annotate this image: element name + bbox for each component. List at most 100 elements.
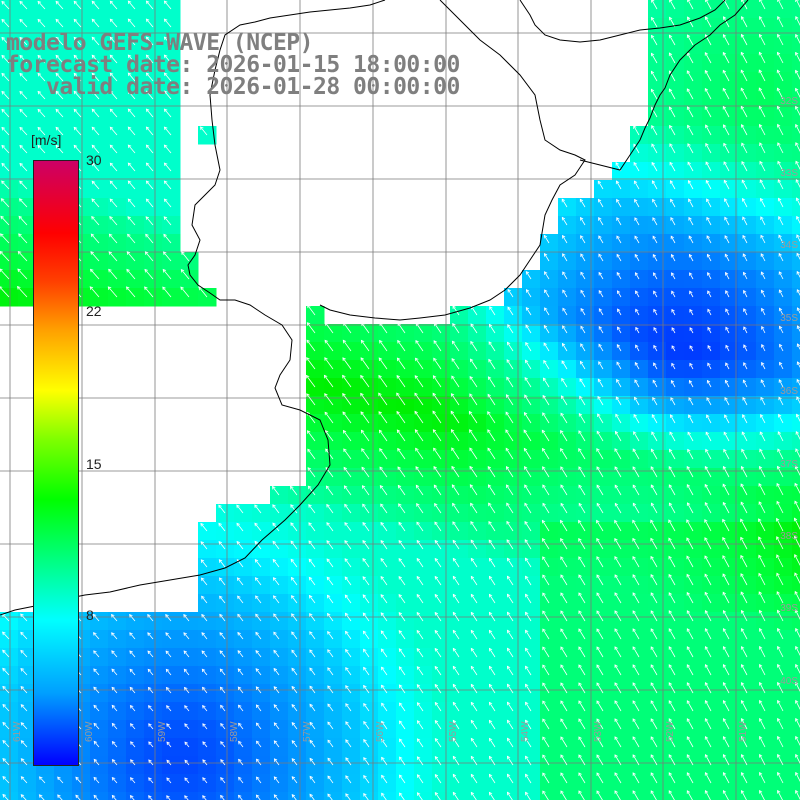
wind-arrow-head (686, 700, 691, 704)
wind-arrow-head (596, 466, 600, 470)
wind-arrow-head (542, 700, 546, 705)
wind-arrow-head (433, 322, 438, 327)
wind-speed-cell (684, 666, 703, 685)
wind-arrow (759, 664, 766, 676)
wind-speed-cell (90, 216, 109, 235)
wind-arrow-head (416, 611, 421, 616)
wind-arrow-head (524, 502, 528, 507)
wind-arrow-head (362, 539, 366, 544)
wind-arrow (722, 70, 730, 82)
wind-speed-cell (792, 252, 800, 271)
wind-speed-cell (144, 72, 163, 91)
wind-speed-cell (630, 720, 649, 739)
wind-arrow (344, 594, 352, 604)
wind-arrow (580, 217, 586, 226)
wind-speed-cell (288, 774, 307, 793)
colorbar-tick-22: 22 (86, 303, 102, 319)
wind-arrow-head (163, 180, 168, 185)
wind-arrow-head (561, 377, 565, 382)
wind-speed-cell (522, 270, 541, 289)
wind-speed-cell (90, 792, 109, 800)
wind-speed-cell (630, 288, 649, 307)
wind-speed-cell (720, 684, 739, 703)
wind-arrow (434, 594, 442, 604)
wind-speed-cell (720, 198, 739, 217)
wind-speed-cell (396, 756, 415, 775)
wind-speed-cell (720, 0, 739, 19)
wind-speed-cell (576, 504, 595, 523)
wind-speed-cell (90, 54, 109, 73)
wind-arrow-head (777, 645, 781, 650)
wind-arrow-head (796, 396, 800, 401)
wind-arrow (741, 610, 748, 622)
wind-speed-cell (270, 792, 289, 800)
wind-arrow (742, 216, 748, 226)
wind-speed-cell (306, 792, 325, 800)
wind-speed-cell (684, 324, 703, 343)
wind-speed-cell (486, 630, 505, 649)
wind-arrow-head (488, 647, 493, 652)
wind-speed-cell (738, 216, 757, 235)
wind-speed-cell (648, 756, 667, 775)
wind-arrow (596, 718, 604, 730)
wind-arrow (650, 682, 658, 694)
wind-arrow-head (381, 720, 385, 725)
wind-arrow-head (722, 34, 727, 38)
wind-speed-cell (648, 216, 667, 235)
wind-speed-cell (702, 504, 721, 523)
wind-speed-cell (540, 540, 559, 559)
wind-speed-cell (234, 756, 253, 775)
wind-arrow-head (705, 0, 709, 3)
wind-speed-cell (756, 756, 775, 775)
wind-arrow-head (272, 522, 276, 527)
wind-speed-cell (36, 792, 55, 800)
wind-arrow-head (650, 574, 654, 578)
wind-arrow (73, 109, 82, 118)
wind-arrow-head (668, 537, 672, 542)
wind-speed-cell (720, 162, 739, 181)
wind-arrow (184, 741, 190, 748)
wind-speed-cell (180, 792, 199, 800)
wind-arrow (616, 254, 622, 262)
wind-speed-cell (774, 594, 793, 613)
wind-arrow (380, 576, 388, 586)
wind-arrow-head (326, 594, 331, 599)
wind-arrow (380, 540, 388, 550)
wind-arrow (127, 162, 136, 172)
wind-arrow (452, 323, 460, 334)
wind-arrow (183, 614, 190, 622)
wind-arrow-head (614, 790, 618, 794)
wind-arrow (19, 127, 28, 136)
wind-arrow-head (360, 429, 365, 434)
wind-arrow-head (380, 521, 384, 526)
wind-speed-cell (648, 612, 667, 631)
wind-arrow (360, 393, 370, 406)
wind-speed-cell (486, 342, 505, 361)
wind-arrow-head (129, 650, 133, 655)
wind-arrow (651, 71, 658, 82)
wind-arrow (687, 16, 694, 28)
wind-arrow-head (705, 161, 709, 166)
wind-arrow (450, 411, 460, 424)
wind-arrow (202, 741, 208, 748)
wind-arrow-head (362, 612, 367, 617)
wind-arrow (379, 485, 388, 496)
wind-speed-cell (234, 522, 253, 541)
wind-arrow-head (776, 609, 781, 614)
wind-arrow-head (19, 90, 24, 95)
wind-speed-cell (702, 360, 721, 379)
lat-label: 40S (780, 676, 798, 687)
wind-speed-cell (468, 702, 487, 721)
wind-arrow-head (399, 720, 403, 725)
wind-arrow-head (742, 234, 746, 239)
wind-arrow (778, 271, 784, 280)
wind-arrow (360, 357, 370, 370)
wind-arrow-head (256, 758, 260, 763)
wind-arrow (434, 540, 442, 550)
wind-arrow (634, 397, 640, 406)
wind-speed-cell (594, 432, 613, 451)
wind-speed-cell (360, 702, 379, 721)
wind-speed-cell (414, 738, 433, 757)
wind-speed-cell (774, 144, 793, 163)
wind-speed-cell (702, 234, 721, 253)
